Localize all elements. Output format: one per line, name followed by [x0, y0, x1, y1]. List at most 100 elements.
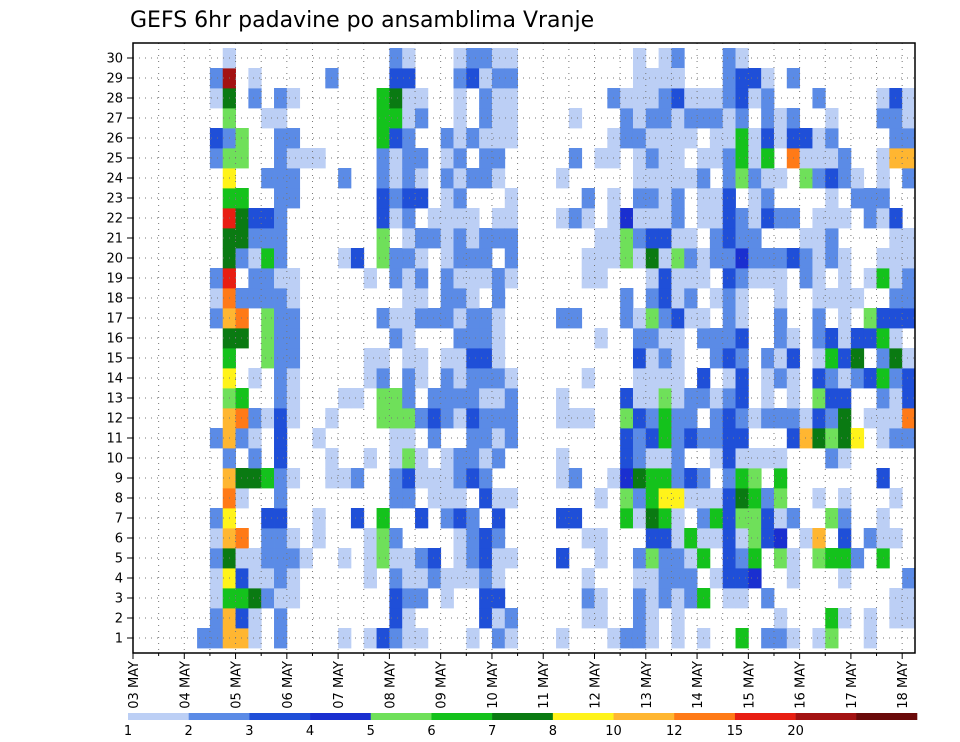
heatmap-cell: [748, 468, 762, 489]
heatmap-cell: [773, 528, 788, 549]
heatmap-cell: [722, 448, 736, 469]
heatmap-cell: [825, 388, 839, 409]
heatmap-cell: [671, 88, 685, 109]
heatmap-cell: [671, 568, 685, 589]
heatmap-cell: [645, 188, 660, 209]
heatmap-cell: [902, 568, 916, 589]
heatmap-cell: [658, 428, 672, 449]
heatmap-cell: [838, 568, 852, 589]
heatmap-cell: [427, 208, 442, 229]
heatmap-cell: [389, 408, 403, 429]
heatmap-cell: [658, 68, 672, 89]
heatmap-cell: [402, 188, 416, 209]
heatmap-cell: [735, 568, 749, 589]
x-tick-label: 18 MAY: [896, 661, 911, 709]
heatmap-cell: [645, 628, 660, 649]
heatmap-cell: [825, 508, 839, 529]
heatmap-cell: [722, 88, 736, 109]
heatmap-cell: [453, 88, 467, 109]
heatmap-cell: [709, 148, 724, 169]
heatmap-cell: [479, 428, 493, 449]
y-tick-label: 4: [115, 572, 123, 587]
heatmap-cell: [286, 588, 301, 609]
heatmap-cell: [389, 48, 403, 69]
x-tick-label: 03 MAY: [127, 661, 142, 709]
heatmap-cell: [812, 348, 826, 369]
heatmap-cell: [440, 148, 454, 169]
heatmap-cell: [684, 408, 698, 429]
x-tick-label: 17 MAY: [845, 661, 860, 709]
heatmap-cell: [902, 348, 916, 369]
heatmap-cell: [850, 168, 865, 189]
heatmap-cell: [684, 88, 698, 109]
heatmap-cell: [902, 88, 916, 109]
heatmap-cell: [902, 268, 916, 289]
heatmap-cell: [722, 308, 736, 329]
heatmap-cell: [863, 368, 877, 389]
heatmap-cell: [376, 508, 390, 529]
heatmap-cell: [761, 168, 775, 189]
heatmap-cell: [440, 388, 454, 409]
heatmap-cell: [376, 168, 390, 189]
heatmap-cell: [440, 288, 454, 309]
heatmap-cell: [735, 368, 749, 389]
heatmap-cell: [825, 128, 839, 149]
heatmap-cell: [556, 448, 570, 469]
heatmap-cell: [632, 628, 647, 649]
heatmap-cell: [645, 588, 660, 609]
heatmap-cell: [799, 528, 813, 549]
heatmap-cell: [684, 568, 698, 589]
heatmap-cell: [709, 388, 724, 409]
y-tick-label: 13: [106, 392, 123, 407]
heatmap-cell: [261, 268, 275, 289]
heatmap-cell: [440, 248, 454, 269]
heatmap-cell: [709, 208, 724, 229]
heatmap-cell: [235, 428, 249, 449]
heatmap-cell: [581, 568, 595, 589]
heatmap-cell: [709, 488, 724, 509]
heatmap-cell: [671, 168, 685, 189]
heatmap-cell: [684, 388, 698, 409]
heatmap-cell: [389, 148, 403, 169]
heatmap-cell: [632, 168, 647, 189]
heatmap-cell: [645, 268, 660, 289]
heatmap-cell: [491, 228, 506, 249]
heatmap-cell: [235, 248, 249, 269]
heatmap-cell: [568, 468, 583, 489]
heatmap-cell: [684, 108, 698, 129]
heatmap-cell: [838, 528, 852, 549]
heatmap-cell: [286, 528, 301, 549]
heatmap-cell: [389, 528, 403, 549]
heatmap-cell: [632, 188, 647, 209]
heatmap-cell: [453, 568, 467, 589]
heatmap-cell: [748, 248, 762, 269]
heatmap-cell: [722, 128, 736, 149]
heatmap-cell: [286, 88, 301, 109]
heatmap-cell: [581, 268, 595, 289]
heatmap-cell: [722, 148, 736, 169]
heatmap-cell: [709, 448, 724, 469]
heatmap-cell: [645, 568, 660, 589]
heatmap-cell: [261, 328, 275, 349]
heatmap-cell: [479, 348, 493, 369]
heatmap-cell: [902, 108, 916, 129]
heatmap-cell: [735, 268, 749, 289]
heatmap-cell: [261, 508, 275, 529]
heatmap-cell: [632, 308, 647, 329]
heatmap-cell: [645, 228, 660, 249]
heatmap-cell: [479, 228, 493, 249]
heatmap-cell: [248, 428, 262, 449]
heatmap-cell: [274, 508, 288, 529]
heatmap-cell: [684, 528, 698, 549]
heatmap-cell: [863, 628, 877, 649]
heatmap-cell: [709, 288, 724, 309]
heatmap-cell: [440, 128, 454, 149]
heatmap-cell: [761, 188, 775, 209]
heatmap-cell: [735, 288, 749, 309]
heatmap-cell: [389, 608, 403, 629]
heatmap-cell: [761, 388, 775, 409]
heatmap-cell: [402, 88, 416, 109]
colorbar-swatch: [734, 713, 796, 720]
heatmap-cell: [632, 328, 647, 349]
heatmap-cell: [671, 188, 685, 209]
